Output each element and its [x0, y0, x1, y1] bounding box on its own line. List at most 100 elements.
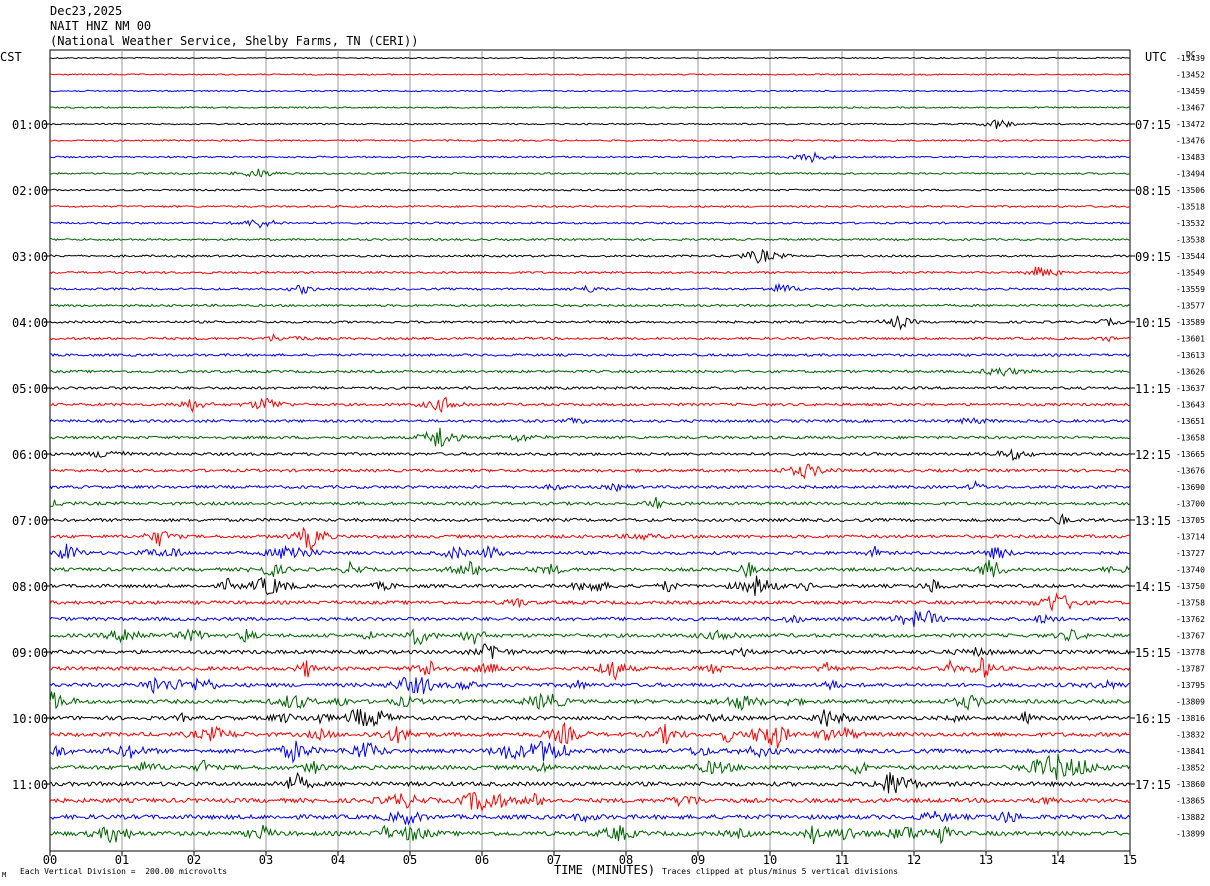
hour-label-right: 16:15: [1135, 712, 1171, 726]
hour-label-left: 04:00: [12, 316, 48, 330]
trace-line: [49, 448, 1131, 462]
trace-line: [49, 791, 1131, 813]
x-tick-label: 00: [43, 853, 57, 867]
x-tick-label: 06: [475, 853, 489, 867]
trace-line: [49, 266, 1131, 277]
dc-offset-label: -13549: [1176, 269, 1205, 278]
dc-offset-label: -13665: [1176, 450, 1205, 459]
trace-line: [49, 416, 1131, 425]
hour-label-right: 14:15: [1135, 580, 1171, 594]
dc-offset-label: -13452: [1176, 71, 1205, 80]
trace-line: [49, 73, 1130, 76]
trace-line: [49, 188, 1131, 192]
trace-line: [49, 219, 1131, 229]
hour-label-left: 03:00: [12, 250, 48, 264]
x-tick-label: 10: [763, 853, 777, 867]
hour-label-left: 06:00: [12, 448, 48, 462]
dc-offset-label: -13538: [1176, 236, 1205, 245]
dc-label: DC: [1186, 50, 1196, 59]
header-source: (National Weather Service, Shelby Farms,…: [50, 34, 419, 48]
hour-label-right: 09:15: [1135, 250, 1171, 264]
dc-offset-label: -13439: [1176, 54, 1205, 63]
x-tick-label: 12: [907, 853, 921, 867]
corner-mark: M: [2, 871, 7, 879]
trace-line: [50, 237, 1131, 242]
hour-label-right: 10:15: [1135, 316, 1171, 330]
clip-note: Traces clipped at plus/minus 5 vertical …: [662, 867, 899, 876]
x-tick-label: 14: [1051, 853, 1065, 867]
trace-line: [49, 282, 1131, 296]
x-tick-label: 15: [1123, 853, 1137, 867]
dc-offset-label: -13506: [1176, 186, 1205, 195]
scale-note: Each Vertical Division = 200.00 microvol…: [20, 867, 228, 876]
x-tick-label: 08: [619, 853, 633, 867]
dc-offset-label: -13832: [1176, 731, 1205, 740]
dc-offset-label: -13841: [1176, 747, 1205, 756]
dc-offset-label: -13472: [1176, 120, 1205, 129]
dc-offset-label: -13750: [1176, 582, 1205, 591]
trace-line: [49, 559, 1131, 579]
trace-line: [49, 89, 1130, 93]
hour-label-right: 13:15: [1135, 514, 1171, 528]
trace-line: [49, 427, 1131, 447]
dc-offset-label: -13483: [1176, 153, 1205, 162]
trace-line: [49, 676, 1131, 695]
x-tick-label: 11: [835, 853, 849, 867]
dc-offset-label: -13651: [1176, 417, 1205, 426]
dc-offset-label: -13700: [1176, 500, 1205, 509]
trace-line: [49, 721, 1131, 749]
dc-offset-label: -13690: [1176, 483, 1205, 492]
dc-offset-label: -13899: [1176, 830, 1205, 839]
hour-label-left: 02:00: [12, 184, 48, 198]
dc-offset-label: -13658: [1176, 434, 1205, 443]
trace-line: [50, 771, 1131, 794]
trace-line: [49, 526, 1131, 551]
trace-line: [49, 753, 1131, 780]
x-tick-label: 01: [115, 853, 129, 867]
dc-offset-label: -13467: [1176, 104, 1205, 113]
trace-line: [49, 740, 1131, 764]
trace-line: [49, 106, 1131, 109]
trace-line: [50, 352, 1131, 358]
trace-line: [49, 575, 1131, 596]
dc-offset-label: -13476: [1176, 137, 1205, 146]
trace-line: [49, 315, 1131, 331]
dc-offset-label: -13778: [1176, 648, 1205, 657]
dc-offset-label: -13860: [1176, 780, 1205, 789]
right-zone-label: UTC: [1145, 50, 1167, 64]
trace-line: [49, 824, 1131, 845]
trace-line: [49, 463, 1131, 480]
trace-line: [49, 204, 1131, 209]
dc-offset-label: -13787: [1176, 665, 1205, 674]
trace-line: [49, 396, 1131, 414]
trace-line: [49, 303, 1131, 308]
hour-label-right: 11:15: [1135, 382, 1171, 396]
trace-line: [49, 366, 1131, 377]
dc-offset-label: -13577: [1176, 302, 1205, 311]
trace-line: [49, 609, 1131, 628]
dc-offset-label: -13613: [1176, 351, 1205, 360]
x-tick-label: 04: [331, 853, 345, 867]
hour-label-left: 10:00: [12, 712, 48, 726]
hour-label-left: 05:00: [12, 382, 48, 396]
dc-offset-label: -13865: [1176, 797, 1205, 806]
trace-line: [49, 480, 1131, 493]
hour-label-right: 08:15: [1135, 184, 1171, 198]
trace-line: [49, 656, 1131, 681]
dc-offset-label: -13762: [1176, 615, 1205, 624]
dc-offset-label: -13676: [1176, 467, 1205, 476]
dc-offset-label: -13589: [1176, 318, 1205, 327]
left-zone-label: CST: [0, 50, 22, 64]
dc-offset-label: -13643: [1176, 401, 1205, 410]
dc-offset-label: -13727: [1176, 549, 1205, 558]
hour-label-right: 15:15: [1135, 646, 1171, 660]
dc-offset-label: -13767: [1176, 632, 1205, 641]
dc-offset-label: -13705: [1176, 516, 1205, 525]
header-date: Dec23,2025: [50, 4, 123, 18]
dc-offset-label: -13601: [1176, 335, 1205, 344]
trace-line: [49, 151, 1131, 164]
trace-line: [49, 139, 1130, 142]
dc-offset-label: -13795: [1176, 681, 1205, 690]
dc-offset-label: -13816: [1176, 714, 1205, 723]
hour-label-left: 01:00: [12, 118, 48, 132]
